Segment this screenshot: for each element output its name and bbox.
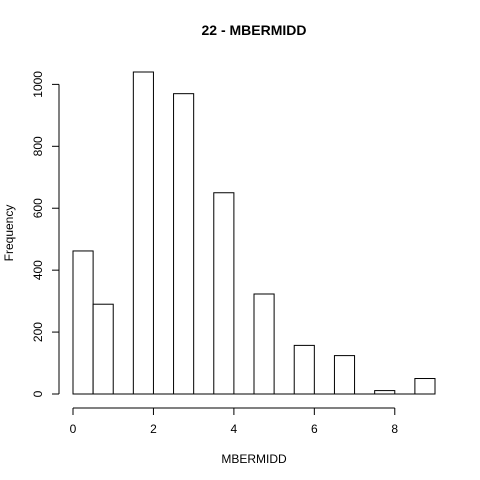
y-tick-label: 600 — [31, 198, 45, 218]
y-axis-label: Frequency — [2, 205, 16, 262]
histogram-bar — [173, 93, 195, 395]
x-tick-label: 4 — [231, 422, 238, 436]
histogram-bar — [333, 355, 356, 395]
histogram-bar — [132, 71, 154, 395]
histogram-bar — [72, 250, 94, 395]
histogram-bar — [213, 192, 235, 395]
histogram-bar — [414, 378, 436, 395]
histogram-bar — [374, 390, 396, 395]
x-axis-label: MBERMIDD — [221, 452, 287, 466]
x-tick-label: 6 — [311, 422, 318, 436]
x-tick-label: 0 — [70, 422, 77, 436]
y-tick-label: 0 — [31, 390, 45, 397]
x-tick-label: 8 — [391, 422, 398, 436]
x-axis: 0 2 4 6 8 — [70, 407, 398, 436]
histogram-bar — [293, 344, 315, 395]
histogram-bar — [253, 293, 275, 395]
y-axis: 0 200 400 600 800 1000 — [31, 71, 60, 397]
y-tick-label: 1000 — [31, 71, 45, 98]
x-tick-label: 2 — [150, 422, 157, 436]
chart-title: 22 - MBERMIDD — [201, 22, 306, 38]
histogram-bar — [92, 303, 114, 395]
y-tick-label: 200 — [31, 322, 45, 342]
bars-group — [72, 71, 436, 395]
y-tick-label: 400 — [31, 260, 45, 280]
y-tick-label: 800 — [31, 136, 45, 156]
